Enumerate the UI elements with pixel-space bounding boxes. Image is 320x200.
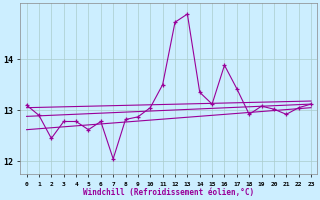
X-axis label: Windchill (Refroidissement éolien,°C): Windchill (Refroidissement éolien,°C) [83,188,254,197]
